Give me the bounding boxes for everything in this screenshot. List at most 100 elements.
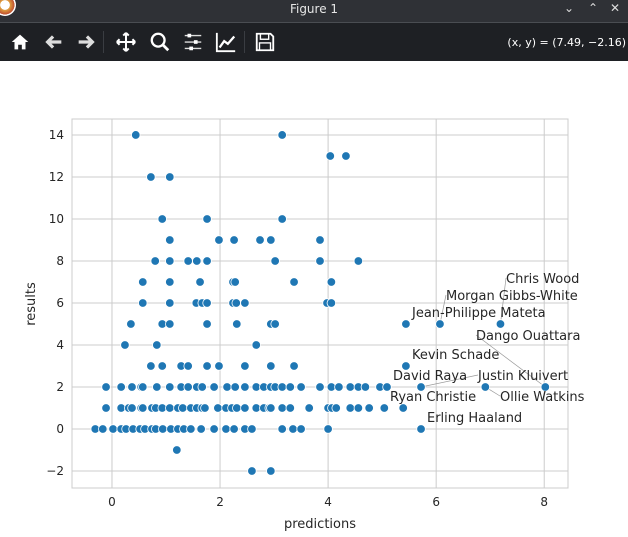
data-point	[364, 403, 374, 413]
data-point	[165, 382, 175, 392]
annotation-leader-line	[439, 294, 447, 325]
data-point	[495, 319, 506, 329]
data-point	[345, 403, 355, 413]
data-point	[285, 382, 295, 392]
data-point	[288, 424, 298, 434]
data-point	[416, 424, 426, 434]
data-point	[266, 361, 276, 371]
data-point	[229, 235, 239, 245]
save-icon[interactable]	[252, 29, 278, 55]
data-point	[382, 382, 392, 392]
data-point	[127, 403, 137, 413]
x-tick-label: 2	[216, 495, 224, 509]
point-annotation: Dango Ouattara	[476, 329, 580, 344]
toolbar-separator	[244, 31, 245, 53]
data-point	[285, 403, 295, 413]
data-point	[247, 424, 257, 434]
point-annotation: Morgan Gibbs-White	[446, 289, 578, 304]
data-point	[266, 466, 276, 476]
data-point	[323, 424, 333, 434]
y-axis-label: results	[24, 282, 39, 326]
data-point	[202, 256, 212, 266]
data-point	[341, 151, 351, 161]
axes-frame	[71, 118, 569, 489]
y-tick-label: 6	[56, 296, 64, 310]
data-point	[325, 151, 335, 161]
data-point	[127, 382, 137, 392]
close-icon[interactable]: ✕	[610, 1, 621, 15]
x-tick-label: 4	[324, 495, 332, 509]
scatter-chart[interactable]: 0 2 4 6 8 −2 0 2 4 6 8 10 12 14 Jean-Philippe Mateta M…	[0, 60, 628, 537]
data-point	[146, 361, 156, 371]
data-point	[209, 424, 219, 434]
data-point	[138, 277, 148, 287]
data-point	[196, 424, 206, 434]
data-point	[222, 382, 232, 392]
data-point	[202, 319, 212, 329]
point-annotation: Ollie Watkins	[500, 390, 585, 405]
data-point	[240, 298, 250, 308]
home-icon[interactable]	[7, 29, 33, 55]
data-point	[202, 298, 212, 308]
data-point	[240, 403, 250, 413]
data-point	[178, 403, 188, 413]
data-point	[165, 235, 175, 245]
data-point	[183, 382, 193, 392]
data-point	[186, 424, 196, 434]
y-tick-label: 12	[49, 170, 64, 184]
data-point	[150, 256, 160, 266]
back-icon[interactable]	[41, 29, 67, 55]
y-tick-label: 0	[56, 422, 64, 436]
data-point	[255, 235, 265, 245]
edit-axis-icon[interactable]	[213, 29, 239, 55]
data-point	[266, 403, 276, 413]
data-point	[304, 403, 314, 413]
data-point	[126, 319, 136, 329]
point-annotation: Erling Haaland	[427, 411, 522, 426]
data-point	[183, 361, 193, 371]
annotation-leader-line	[420, 374, 479, 388]
data-point	[353, 256, 364, 266]
data-point	[146, 172, 156, 182]
data-point	[108, 424, 118, 434]
data-point	[165, 256, 175, 266]
data-point	[230, 382, 240, 392]
point-annotation: Justin Kluivert	[477, 369, 568, 384]
y-tick-label: 2	[56, 380, 64, 394]
maximize-icon[interactable]: ⌃	[588, 1, 599, 15]
title-bar: Figure 1 ⌄ ⌃ ✕	[0, 0, 628, 22]
data-point	[435, 319, 445, 329]
annotations: Jean-Philippe Mateta Morgan Gibbs-White Ch…	[390, 272, 585, 426]
x-tick-label: 0	[108, 495, 116, 509]
data-point	[213, 403, 223, 413]
point-annotation: Jean-Philippe Mateta	[411, 306, 546, 321]
data-point	[416, 382, 426, 392]
data-point	[334, 382, 344, 392]
minimize-icon[interactable]: ⌄	[564, 1, 575, 15]
y-tick-label: 14	[49, 128, 64, 142]
point-annotation: Chris Wood	[506, 272, 579, 287]
configure-subplots-icon[interactable]	[180, 29, 206, 55]
data-point	[345, 382, 355, 392]
data-point	[232, 403, 242, 413]
data-point	[270, 256, 280, 266]
data-point	[165, 172, 175, 182]
data-point	[157, 361, 167, 371]
zoom-icon[interactable]	[147, 29, 173, 55]
x-tick-label: 6	[432, 495, 440, 509]
data-point	[240, 382, 250, 392]
y-tick-label: 8	[56, 254, 64, 268]
toolbar: (x, y) = (7.49, −2.16)	[0, 22, 628, 61]
data-point	[230, 277, 240, 287]
data-point	[165, 277, 175, 287]
pan-icon[interactable]	[113, 29, 139, 55]
y-tick-label: −2	[46, 464, 64, 478]
data-point	[152, 340, 162, 350]
data-point	[165, 403, 175, 413]
y-tick-label: 4	[56, 338, 64, 352]
data-point	[197, 382, 207, 392]
point-annotation: David Raya	[393, 369, 467, 384]
data-point	[157, 214, 167, 224]
data-point	[315, 382, 325, 392]
forward-icon[interactable]	[73, 29, 99, 55]
